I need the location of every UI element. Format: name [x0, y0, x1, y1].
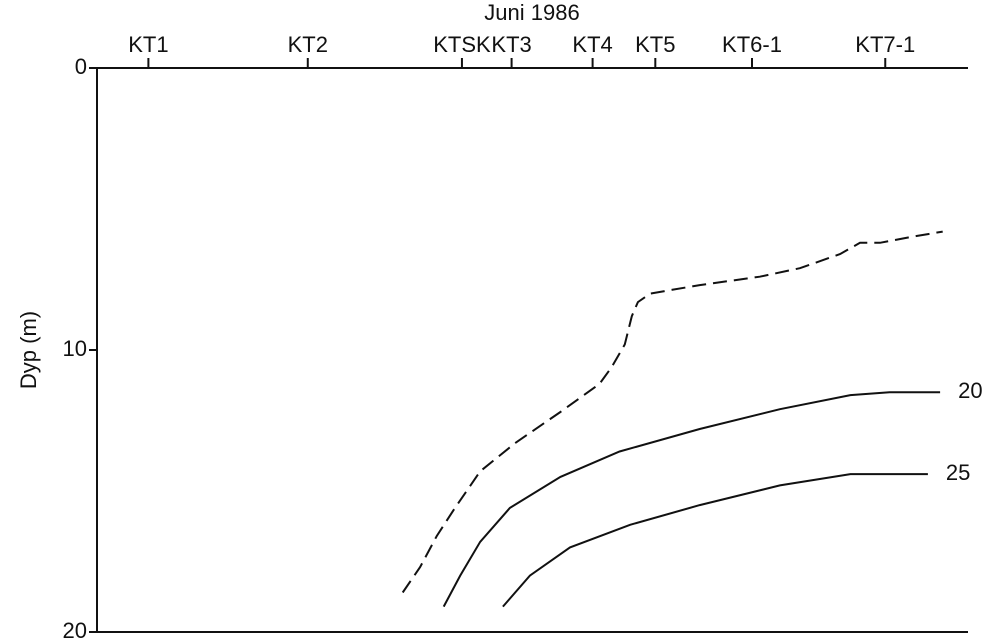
- x-tick-label: KT3: [491, 32, 531, 57]
- x-tick-label: KTSK: [433, 32, 491, 57]
- contour-line: [442, 391, 941, 608]
- x-tick-label: KT4: [572, 32, 612, 57]
- y-tick-label: 10: [63, 336, 87, 361]
- x-tick-label: KT6-1: [722, 32, 782, 57]
- line-label: 20: [958, 378, 982, 403]
- y-tick-label: 0: [75, 54, 87, 79]
- y-tick-label: 20: [63, 618, 87, 641]
- contour-line: [502, 473, 928, 608]
- line-label: 25: [946, 460, 970, 485]
- y-axis-label: Dyp (m): [16, 311, 41, 389]
- x-tick-label: KT5: [635, 32, 675, 57]
- x-tick-label: KT1: [128, 32, 168, 57]
- chart-title: Juni 1986: [484, 0, 579, 25]
- contour-line: [401, 230, 943, 594]
- x-tick-label: KT7-1: [855, 32, 915, 57]
- x-tick-label: KT2: [288, 32, 328, 57]
